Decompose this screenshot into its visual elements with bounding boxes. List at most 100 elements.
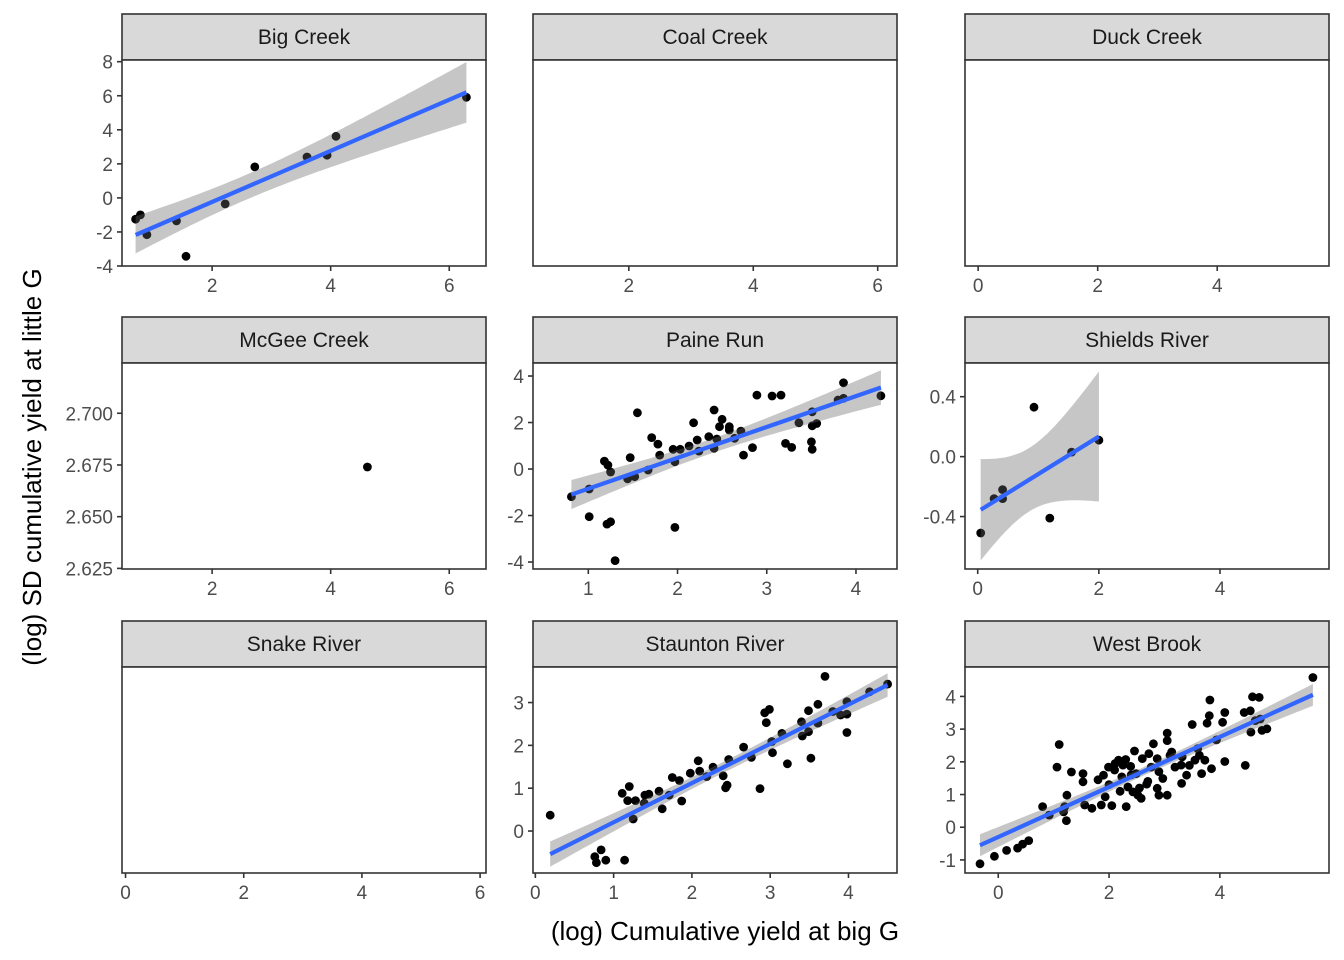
panel-big-creek: Big Creek 2 4 6 8 6 4 2 0 -2 -4 [96,13,487,297]
facet-strip [964,316,1330,364]
data-point [1067,767,1076,777]
plot-area [545,672,892,868]
x-tick-label: 6 [444,276,455,297]
data-point [1162,736,1172,745]
x-tick-label: 4 [325,276,336,297]
y-tick-label: 3 [513,694,524,715]
data-point [1154,790,1164,800]
x-tick-label: 4 [748,276,759,297]
data-point [667,773,677,782]
facet-strip-label: West Brook [1093,633,1202,656]
y-tick-label: 2.650 [65,508,113,529]
data-point [1093,775,1103,785]
facet-strip [121,620,487,668]
data-point [1118,760,1128,770]
data-point [842,709,852,719]
panel-background [965,60,1329,266]
data-point [776,390,786,400]
panel-staunton-river: Staunton River 0 1 2 3 4 3 2 1 0 [513,620,898,904]
data-point [1100,792,1110,802]
x-tick-label: 6 [475,883,486,904]
data-point [975,859,985,869]
x-tick-label: 4 [1215,883,1226,904]
x-tick-label: 4 [1212,276,1223,297]
y-tick-label: -4 [96,257,113,278]
data-point [655,450,665,460]
data-point [755,784,765,793]
data-point [765,705,774,714]
data-point [998,485,1007,494]
data-point [654,786,664,796]
data-point [804,706,813,716]
data-point [670,523,680,532]
data-point [1087,803,1097,813]
data-point [804,727,813,737]
facet-panels: Big Creek 2 4 6 8 6 4 2 0 -2 -4 Coal Creek 2 4 6 Duck C… [65,13,1330,904]
data-point [1152,783,1162,793]
x-tick-label: 4 [357,883,368,904]
panel-border [532,362,898,570]
y-tick-label: -4 [507,553,524,574]
y-tick-label: 2 [102,155,113,176]
data-point [739,742,748,752]
x-tick-label: 6 [444,579,455,600]
data-point [1130,746,1139,756]
fit-line [979,692,1314,848]
y-tick-label: 4 [102,121,113,142]
data-point [783,759,792,769]
data-point [647,433,657,442]
x-tick-label: 4 [851,579,862,600]
y-tick-label: 4 [945,687,956,708]
x-tick-label: 2 [238,883,249,904]
data-point [1220,708,1230,717]
data-point [807,437,816,447]
y-axis-title: (log) SD cumulative yield at little G [17,268,47,665]
data-point [1158,774,1168,783]
data-point [739,450,748,460]
y-tick-label: -1 [939,851,956,872]
data-point [748,443,757,452]
y-tick-label: 0.0 [930,448,956,469]
plot-area [567,370,886,565]
data-point [842,728,852,737]
data-point [1137,754,1147,763]
facet-strip [121,13,487,61]
data-point [1154,767,1164,776]
x-tick-label: 2 [1092,276,1103,297]
data-point [1202,718,1212,728]
data-point [592,858,601,868]
data-point [1207,764,1216,774]
data-point [606,517,615,527]
data-point [181,251,191,261]
facet-strip [964,620,1330,668]
data-point [692,435,702,445]
data-point [807,444,817,454]
panel-border [121,362,487,570]
data-point [596,845,606,855]
facet-strip-label: Snake River [247,633,361,656]
data-point [724,425,734,435]
y-tick-label: 1 [513,779,524,800]
data-point [797,731,807,741]
panel-shields-river: Shields River 0 2 4 0.4 0.0 -0.4 [923,316,1330,600]
x-tick-label: 2 [672,579,683,600]
data-point [990,851,999,861]
data-point [603,460,613,470]
x-tick-label: 3 [765,883,776,904]
data-point [684,441,694,451]
data-point [1121,802,1131,811]
data-point [752,390,762,400]
panel-background [533,60,897,266]
data-point [689,418,698,428]
x-axis-title: (log) Cumulative yield at big G [551,916,899,946]
fit-line [979,434,1100,512]
data-point [1107,801,1117,810]
data-point [695,766,705,776]
data-point [136,210,145,220]
panel-duck-creek: Duck Creek 0 2 4 [964,13,1330,297]
data-point [1136,794,1146,803]
data-point [220,199,230,209]
data-point [717,414,727,424]
x-tick-label: 0 [993,883,1004,904]
